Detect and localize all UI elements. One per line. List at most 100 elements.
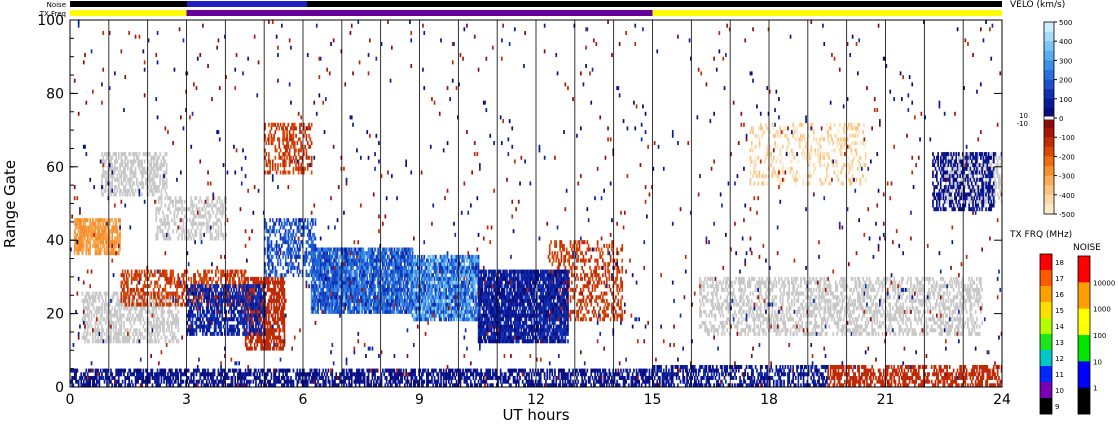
scatter-cell [890, 324, 893, 329]
scatter-cell [97, 317, 99, 322]
scatter-cell [177, 207, 180, 212]
scatter-cell [590, 269, 593, 274]
scatter-cell [858, 276, 860, 281]
scatter-cell [881, 287, 884, 292]
scatter-cell [120, 295, 123, 300]
scatter-cell [97, 243, 99, 248]
scatter-cell [783, 280, 785, 285]
scatter-cell [266, 276, 269, 281]
scatter-cell [571, 280, 573, 285]
scatter-cell [277, 320, 279, 325]
scatter-cell [611, 243, 613, 248]
scatter-cell [802, 298, 805, 303]
scatter-cell [587, 243, 590, 248]
scatter-cell [995, 163, 998, 168]
scatter-cell [958, 155, 960, 160]
scatter-cell [914, 298, 916, 303]
scatter-cell [146, 328, 149, 333]
scatter-cell [130, 159, 133, 164]
scatter-cell [912, 287, 915, 292]
scatter-cell [703, 309, 705, 314]
scatter-cell [715, 287, 718, 292]
scatter-cell [938, 331, 941, 336]
scatter-cell [95, 328, 98, 333]
scatter-cell [94, 335, 97, 340]
scatter-cell [713, 324, 715, 329]
scatter-cell [573, 309, 576, 314]
scatter-cell [244, 280, 247, 285]
scatter-cell [273, 298, 275, 303]
scatter-cell [205, 280, 208, 285]
scatter-cell [551, 280, 554, 285]
scatter-cell [123, 152, 125, 157]
scatter-cell [264, 339, 266, 344]
scatter-cell [84, 236, 86, 241]
scatter-cell [260, 280, 262, 285]
scatter-cell [281, 313, 283, 318]
scatter-cell [262, 309, 265, 314]
scatter-cell [278, 346, 281, 351]
scatter-cell [281, 155, 283, 160]
scatter-cell [226, 269, 229, 274]
scatter-cell [127, 192, 129, 197]
scatter-cell [163, 214, 165, 219]
scatter-cell [251, 313, 253, 318]
scatter-cell [156, 328, 159, 333]
scatter-cell [793, 324, 796, 329]
scatter-cell [807, 280, 810, 285]
scatter-cell [853, 309, 855, 314]
scatter-cell [265, 320, 268, 325]
scatter-cell [959, 313, 961, 318]
scatter-cell [873, 317, 876, 322]
scatter-cell [596, 317, 599, 322]
scatter-cell [759, 324, 762, 329]
scatter-cell [721, 331, 723, 336]
scatter-cell [980, 284, 982, 289]
scatter-cell [299, 148, 301, 153]
scatter-cell [257, 276, 260, 281]
scatter-cell [180, 225, 182, 230]
scatter-cell [794, 328, 797, 333]
scatter-cell [747, 298, 749, 303]
scatter-cell [860, 331, 863, 336]
scatter-cell [756, 313, 758, 318]
scatter-cell [116, 331, 119, 336]
scatter-cell [264, 346, 266, 351]
scatter-cell [816, 324, 819, 329]
scatter-cell [973, 320, 976, 325]
scatter-cell [914, 317, 916, 322]
scatter-cell [305, 137, 308, 142]
scatter-cell [252, 287, 255, 292]
scatter-cell [576, 243, 578, 248]
scatter-cell [990, 152, 993, 157]
scatter-cell [964, 298, 967, 303]
scatter-cell [119, 174, 121, 179]
scatter-cell [304, 144, 306, 149]
scatter-cell [150, 188, 152, 193]
scatter-cell [88, 236, 90, 241]
scatter-cell [923, 284, 925, 289]
scatter-cell [295, 155, 297, 160]
scatter-cell [756, 302, 758, 307]
scatter-cell [203, 280, 205, 285]
scatter-cell [811, 328, 814, 333]
scatter-cell [261, 280, 264, 285]
scatter-cell [791, 291, 793, 296]
scatter-cell [282, 152, 284, 157]
scatter-cell [205, 221, 208, 226]
scatter-cell [868, 331, 871, 336]
scatter-cell [117, 251, 120, 256]
scatter-cell [101, 152, 103, 157]
scatter-cell [177, 309, 180, 314]
scatter-cell [130, 170, 133, 175]
scatter-cell [133, 320, 136, 325]
scatter-cell [134, 159, 137, 164]
scatter-cell [889, 306, 892, 311]
scatter-cell [980, 276, 982, 281]
scatter-cell [279, 170, 282, 175]
scatter-cell [915, 287, 917, 292]
scatter-cell [713, 306, 715, 311]
scatter-cell [82, 298, 85, 303]
scatter-cell [897, 298, 899, 303]
scatter-cell [895, 298, 898, 303]
